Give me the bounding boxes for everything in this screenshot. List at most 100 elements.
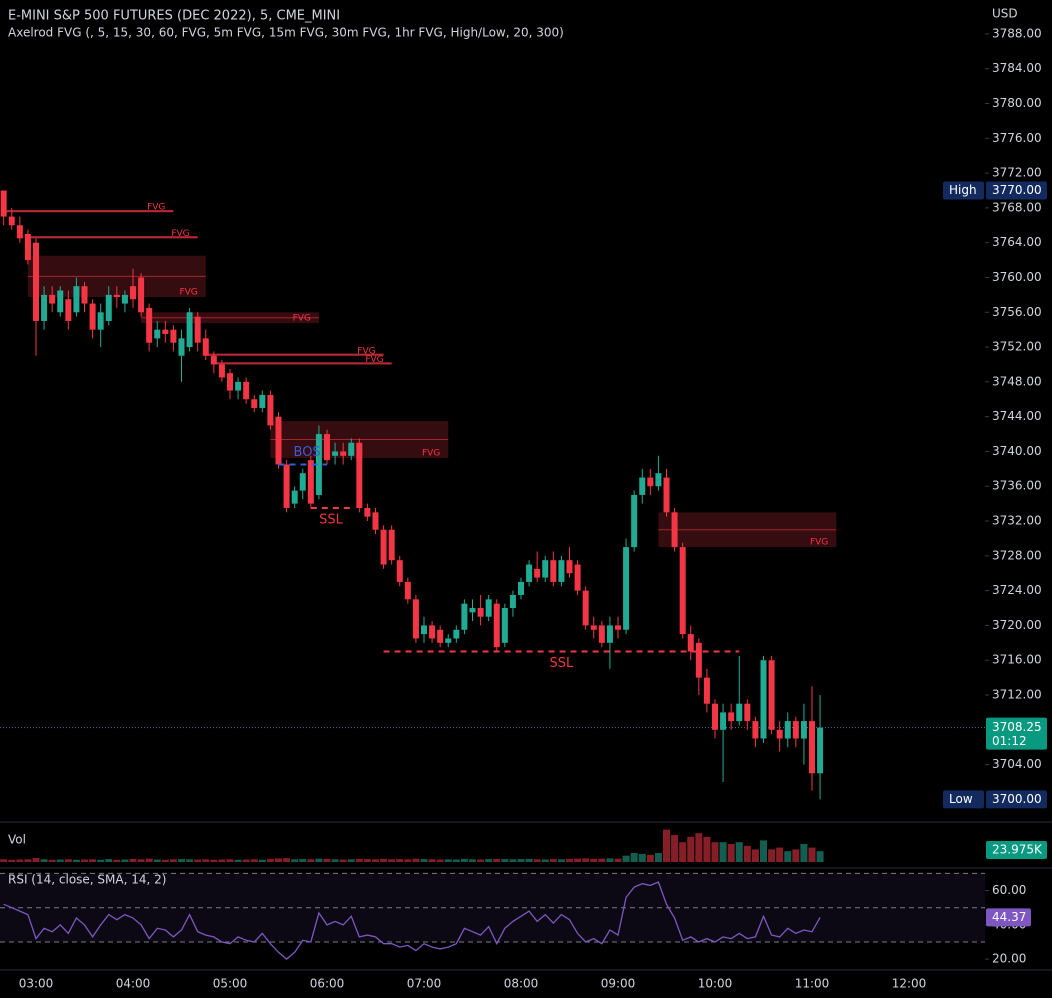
candle-body [130,286,136,300]
candle-body [194,316,201,343]
candle-body [8,216,15,226]
volume-bar [380,858,388,862]
x-tick-label: 03:00 [19,977,54,991]
candle-body [65,299,72,321]
volume-bar [509,859,517,862]
candle-body [534,568,541,578]
volume-bar [194,859,202,862]
volume-bar [557,859,565,862]
volume-bar [396,859,404,862]
candle-body [792,721,799,739]
volume-bar [469,859,476,862]
y-tick-label: 3716.00 [992,653,1042,667]
candle-body [202,338,209,356]
candle-body [396,560,403,582]
volume-bar [525,858,533,862]
candle-body [324,434,330,461]
candle-body [687,634,694,652]
rsi-line [3,881,821,960]
volume-bar [735,842,743,862]
y-tick-label: 3732.00 [992,514,1042,528]
candle-body [146,307,153,343]
y-tick-label: 3760.00 [992,270,1042,284]
volume-bar [776,847,784,862]
y-tick-label: 3736.00 [992,479,1042,493]
candle-body [235,381,242,391]
volume-bar [307,859,315,862]
volume-bar [226,859,234,862]
candle-body [81,286,88,304]
candle-body [404,581,411,600]
volume-bar [654,853,662,862]
candle-body [41,294,48,321]
candle-body [736,703,743,722]
candle-body [574,564,581,591]
candle-body [0,190,7,217]
volume-bar [630,853,638,862]
volume-bar [266,859,274,862]
low-tag [943,790,984,809]
volume-bar [89,859,97,862]
volume-bar [533,859,541,862]
x-tick-label: 05:00 [213,977,248,991]
high-badge [986,181,1047,200]
volume-bar [808,847,816,862]
x-tick-label: 11:00 [795,977,830,991]
volume-bar [250,859,258,862]
volume-bar [81,859,88,862]
volume-bar [460,858,468,862]
candle-body [784,721,791,739]
volume-bar [566,858,573,862]
volume-bar [614,858,622,862]
candle-body [388,529,395,561]
x-tick-label: 09:00 [601,977,636,991]
candle-body [582,590,589,626]
candle-body [631,494,638,548]
volume-bar [0,859,8,862]
candle-body [752,721,759,739]
high-price-label: 3770.00 [992,183,1042,197]
fvg-zone [213,362,392,365]
candle-body [178,338,185,356]
candle-body [744,703,751,722]
volume-bar [323,858,331,862]
volume-bar [372,859,379,862]
low-tag-label: Low [949,792,973,806]
candle-body [720,712,727,730]
candle-body [162,329,169,335]
volume-bar [234,859,242,862]
y-tick-label: 3764.00 [992,235,1042,249]
fvg-label: FVG [293,314,311,324]
volume-bar [56,859,64,862]
volume-bar [541,859,549,862]
volume-bar [355,858,363,862]
volume-bar [477,859,485,862]
candle-body [760,660,767,739]
volume-bar [275,858,282,862]
fvg-label: FVG [147,203,165,213]
volume-bar [412,858,420,862]
volume-bar [436,859,444,862]
volume-bar [97,859,105,862]
volume-bar [760,840,767,862]
volume-bar [792,849,800,862]
candle-body [647,477,654,487]
candle-body [655,473,662,487]
volume-bar [598,858,606,862]
volume-bar [72,859,80,862]
volume-bar [784,851,792,862]
volume-last-label: 23.975K [992,843,1043,857]
volume-bar [331,859,339,862]
volume-bar [169,859,177,862]
current-price-badge [986,717,1047,750]
candle-body [703,677,710,704]
rsi-y-tick-label: 20.00 [992,952,1026,966]
x-tick-label: 08:00 [504,977,539,991]
candle-body [800,721,807,739]
candle-body [566,560,573,574]
candle-body [243,381,250,400]
volume-bar [574,858,582,862]
volume-bar [695,833,703,862]
candle-body [33,242,39,321]
